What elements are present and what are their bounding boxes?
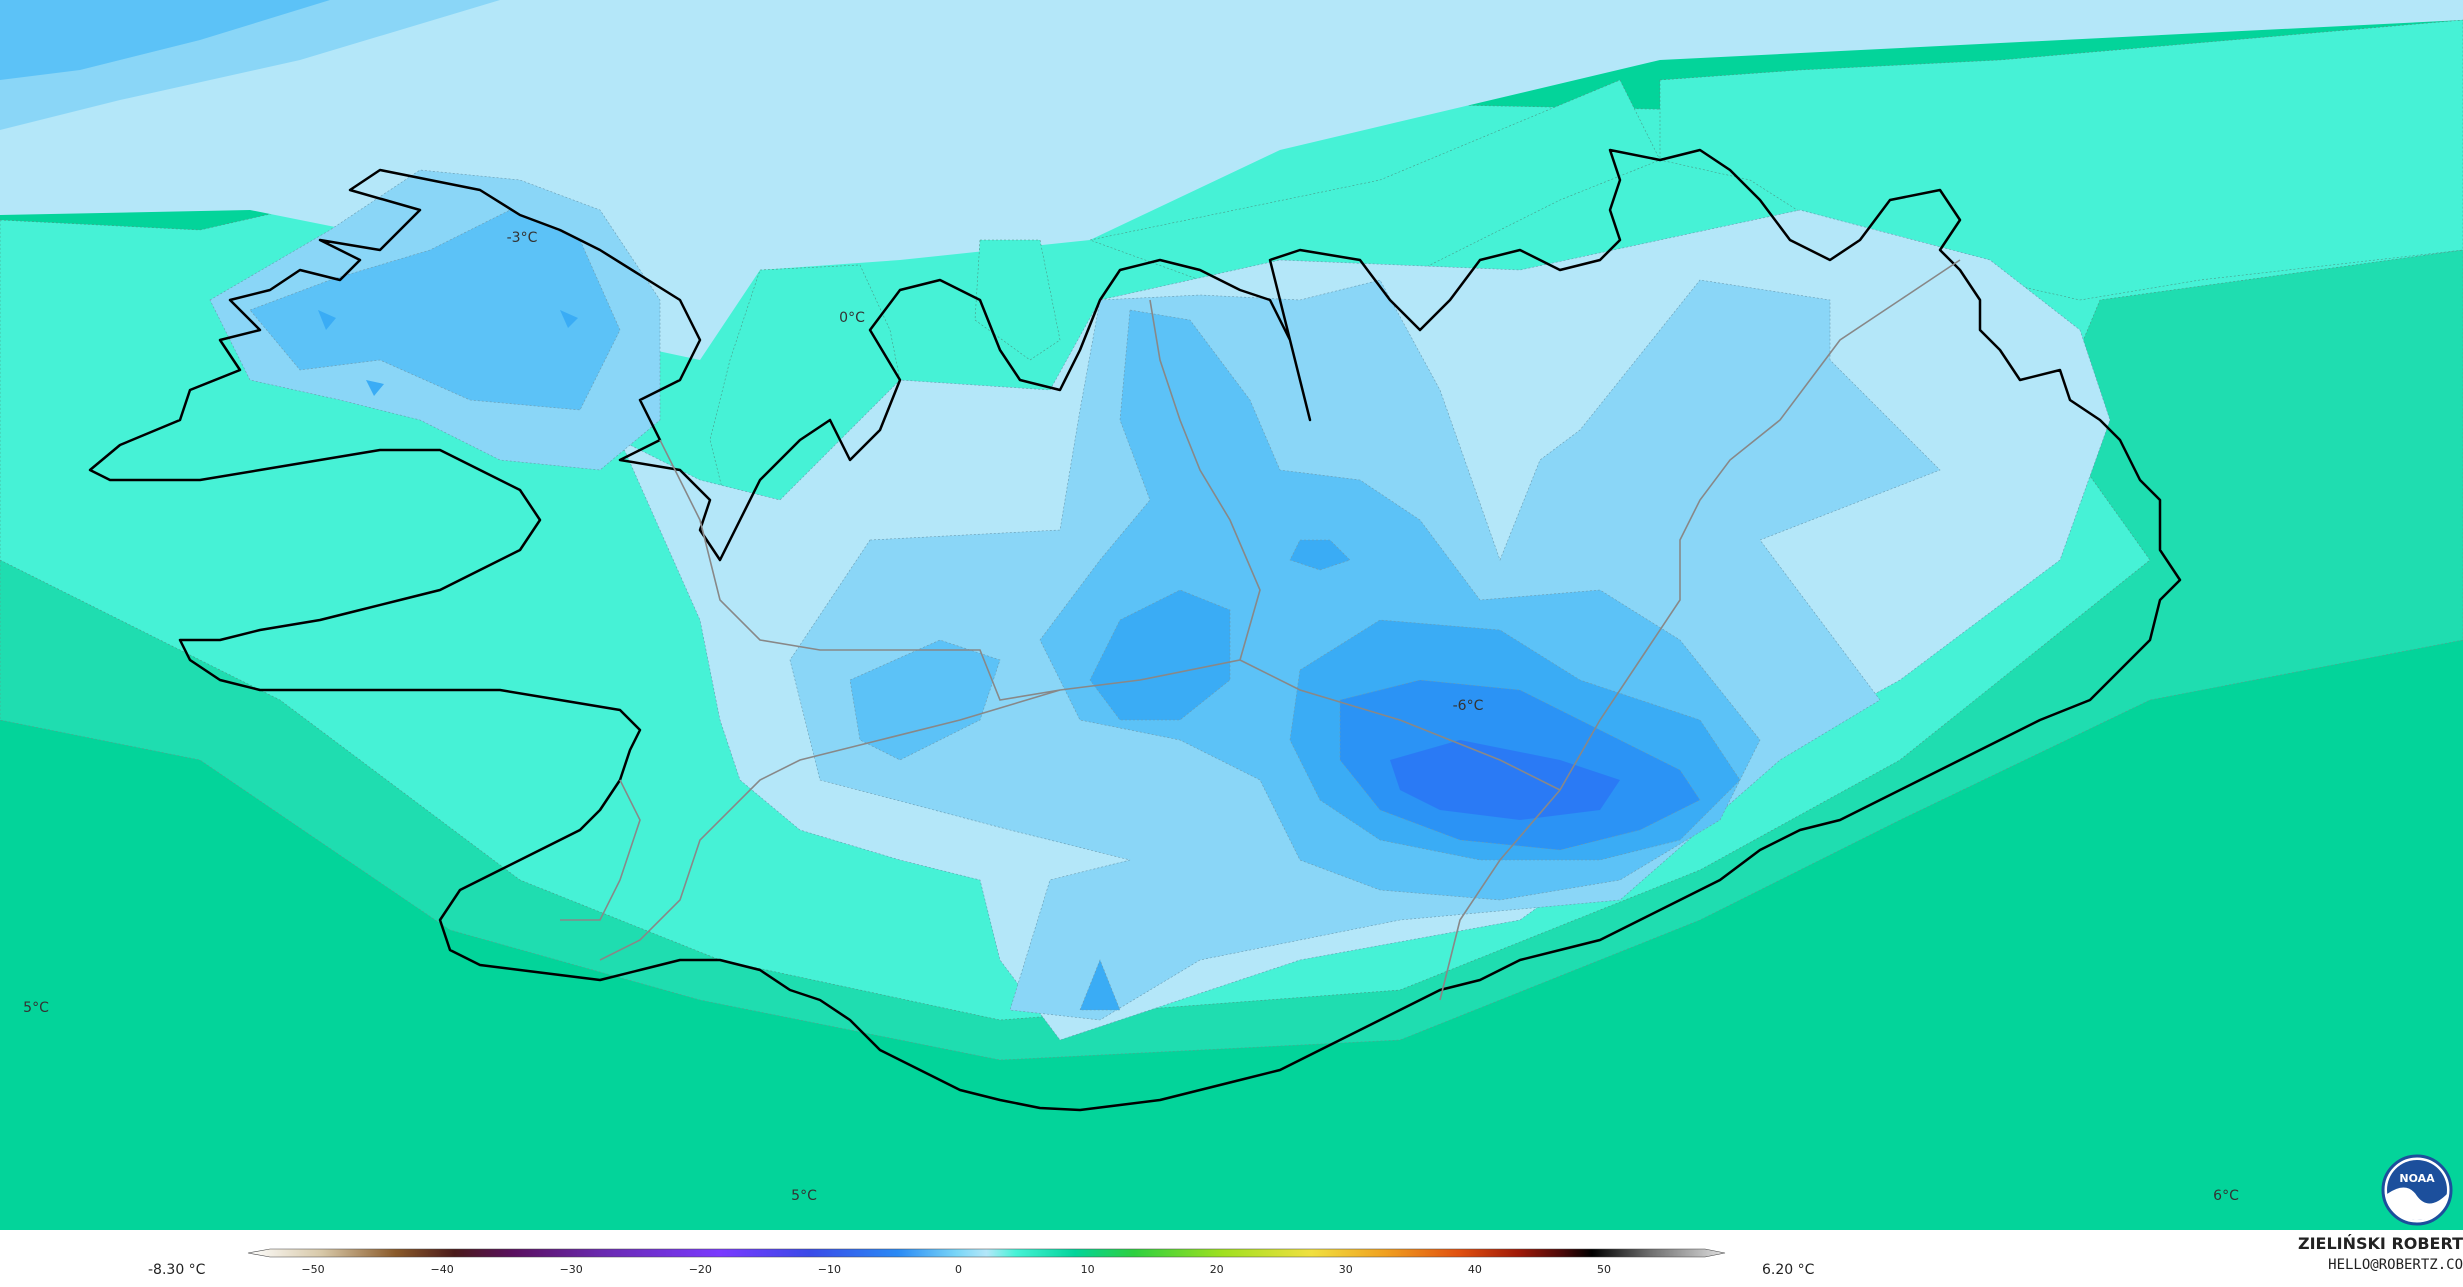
color-legend: -8.30 °C 6.20 °C −50 −40 −30 −20 −10 0 10 20 30 4… (0, 1230, 2463, 1287)
cold-zone-7 (1390, 740, 1620, 820)
north-teal-patch-3 (974, 239, 1061, 361)
legend-gradient (247, 1248, 1726, 1258)
northwest-cold-dot-2 (560, 310, 578, 328)
legend-tick-label: −20 (689, 1263, 712, 1276)
legend-tick-label: 0 (955, 1263, 962, 1276)
legend-tick-label: 40 (1468, 1263, 1482, 1276)
legend-tick-label: −30 (560, 1263, 583, 1276)
contour-label-minus6: -6°C (1453, 698, 1484, 714)
northwest-cold-dot-1 (318, 310, 336, 330)
credit: ZIELIŃSKI ROBERT HELLO@ROBERTZ.CO (2298, 1234, 2463, 1273)
legend-tick-label: −50 (301, 1263, 324, 1276)
contour-label-5-south: 5°C (791, 1188, 817, 1204)
northwest-cold-dot-3 (366, 380, 384, 396)
svg-text:NOAA: NOAA (2399, 1172, 2435, 1185)
legend-tick-label: 10 (1081, 1263, 1095, 1276)
contour-label-6-east: 6°C (2213, 1188, 2239, 1204)
contour-label-minus3: -3°C (507, 230, 538, 246)
legend-max-label: 6.20 °C (1762, 1262, 1815, 1278)
contour-label-5-west: 5°C (23, 1000, 49, 1016)
legend-tick-label: −40 (430, 1263, 453, 1276)
north-sea-colder (0, 0, 330, 80)
legend-min-label: -8.30 °C (148, 1262, 206, 1278)
legend-tick-label: 30 (1339, 1263, 1353, 1276)
author-email: HELLO@ROBERTZ.CO (2328, 1257, 2463, 1273)
northwest-colder-zone (249, 209, 621, 411)
coastline (88, 148, 2182, 1112)
legend-tick-label: 20 (1210, 1263, 1224, 1276)
region-boundaries (560, 259, 1961, 1001)
contour-label-0: 0°C (839, 310, 865, 326)
author-name: ZIELIŃSKI ROBERT (2297, 1234, 2463, 1253)
legend-ticks: −50 −40 −30 −20 −10 0 10 20 30 40 50 (301, 1263, 1611, 1276)
legend-tick-label: 50 (1597, 1263, 1611, 1276)
legend-tick-label: −10 (818, 1263, 841, 1276)
noaa-logo: NOAA (2381, 1154, 2453, 1226)
temperature-map: -3°C 0°C -6°C 5°C 5°C 6°C NOAA (0, 0, 2463, 1230)
